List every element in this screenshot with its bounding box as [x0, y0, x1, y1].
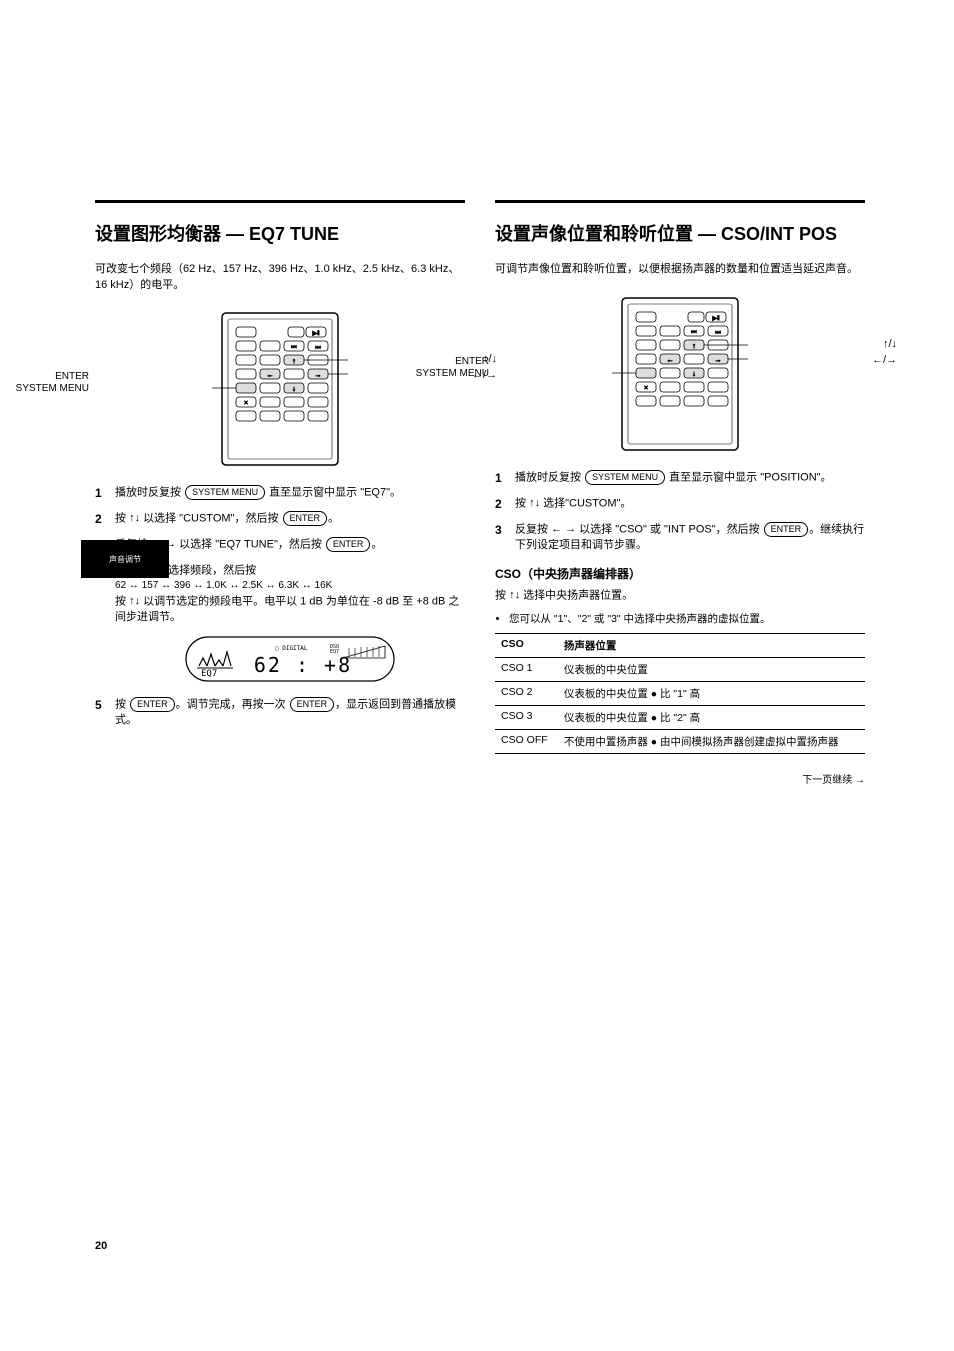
svg-text:↓: ↓: [692, 371, 696, 378]
cso-bullet: 您可以从 "1"、"2" 或 "3" 中选择中央扬声器的虚拟位置。: [509, 612, 865, 627]
svg-text:←: ←: [267, 372, 274, 379]
step-3: 反复按 ← → 以选择 "EQ7 TUNE"，然后按 ENTER。: [95, 537, 465, 553]
svg-text:×: ×: [644, 385, 648, 392]
svg-text:←: ←: [667, 357, 674, 364]
th-cso: CSO: [495, 633, 558, 657]
svg-text:→: →: [315, 372, 322, 379]
pill-enter: ENTER: [326, 537, 371, 552]
legend-updown: ↑/↓: [883, 338, 897, 351]
svg-text:↑: ↑: [292, 358, 296, 365]
legend-leftright: ←/→: [872, 354, 897, 367]
svg-text:⏮: ⏮: [691, 330, 697, 336]
pill-enter: ENTER: [130, 697, 175, 712]
svg-text:▶ǁ: ▶ǁ: [312, 331, 319, 337]
table-row: CSO 3仪表板的中央位置 ● 比 "2" 高: [495, 705, 865, 729]
pill-enter: ENTER: [764, 522, 809, 537]
page-number: 20: [95, 1240, 107, 1252]
svg-text:⏭: ⏭: [715, 330, 721, 336]
divider: [95, 200, 465, 203]
cso-desc: 按 ↑↓ 选择中央扬声器位置。: [495, 588, 865, 604]
step-2: 按 ↑↓ 以选择 "CUSTOM"，然后按 ENTER。: [95, 511, 465, 527]
table-row: CSO 2仪表板的中央位置 ● 比 "1" 高: [495, 681, 865, 705]
right-column: 设置声像位置和聆听位置 — CSO/INT POS 可调节声像位置和聆听位置，以…: [495, 200, 865, 796]
table-row: CSO OFF不使用中置扬声器 ● 由中间模拟扬声器创建虚拟中置扬声器: [495, 729, 865, 753]
left-title: 设置图形均衡器 — EQ7 TUNE: [95, 223, 465, 246]
svg-text:↓: ↓: [292, 386, 296, 393]
right-intro: 可调节声像位置和聆听位置，以便根据扬声器的数量和位置适当延迟声音。: [495, 262, 865, 277]
step-1: 播放时反复按 SYSTEM MENU 直至显示窗中显示 "POSITION"。: [495, 470, 865, 486]
svg-text:→: →: [715, 357, 722, 364]
cso-subhead: CSO（中央扬声器编排器）: [495, 565, 865, 582]
step-2: 按 ↑↓ 选择"CUSTOM"。: [495, 496, 865, 512]
svg-text:⏭: ⏭: [315, 345, 321, 351]
continued-note: 下一页继续 →: [495, 774, 865, 788]
svg-text:↑: ↑: [692, 343, 696, 350]
remote-diagram-right: ▶ǁ ⏮ ⏭ ↑ ← →: [495, 294, 865, 454]
legend-enter-sysmenu: ENTER SYSTEM MENU: [13, 371, 89, 395]
cso-bullets: 您可以从 "1"、"2" 或 "3" 中选择中央扬声器的虚拟位置。: [509, 612, 865, 627]
left-steps: 播放时反复按 SYSTEM MENU 直至显示窗中显示 "EQ7"。 按 ↑↓ …: [95, 485, 465, 728]
svg-text:▢ DIGITAL: ▢ DIGITAL: [275, 645, 308, 652]
svg-text:×: ×: [244, 400, 248, 407]
legend-enter-sysmenu: ENTER SYSTEM MENU: [413, 356, 489, 380]
table-row: CSO 1仪表板的中央位置: [495, 657, 865, 681]
right-title: 设置声像位置和聆听位置 — CSO/INT POS: [495, 223, 865, 246]
pill-system-menu: SYSTEM MENU: [585, 470, 665, 485]
lcd-main-text: 62 : +8: [254, 653, 352, 677]
th-position: 扬声器位置: [558, 633, 865, 657]
cso-table: CSO 扬声器位置 CSO 1仪表板的中央位置 CSO 2仪表板的中央位置 ● …: [495, 633, 865, 754]
svg-text:EQ7: EQ7: [201, 669, 217, 679]
step-1: 播放时反复按 SYSTEM MENU 直至显示窗中显示 "EQ7"。: [95, 485, 465, 501]
pill-enter: ENTER: [290, 697, 335, 712]
svg-text:⏮: ⏮: [291, 345, 297, 351]
remote-diagram-left: ▶ǁ ⏮ ⏭ ↑ ←: [95, 309, 465, 469]
right-steps: 播放时反复按 SYSTEM MENU 直至显示窗中显示 "POSITION"。 …: [495, 470, 865, 553]
svg-text:▶ǁ: ▶ǁ: [712, 316, 719, 322]
step-3: 反复按 ← → 以选择 "CSO" 或 "INT POS"，然后按 ENTER。…: [495, 522, 865, 553]
step-5: 按 ENTER。调节完成，再按一次 ENTER，显示返回到普通播放模式。: [95, 697, 465, 728]
lcd-display: EQ7 ▢ DIGITAL DSO EQ7: [185, 636, 395, 687]
pill-enter: ENTER: [283, 511, 328, 526]
step-4: 按 ← → 以选择频段，然后按 62 ↔ 157 ↔ 396 ↔ 1.0K ↔ …: [95, 563, 465, 687]
divider: [495, 200, 865, 203]
pill-system-menu: SYSTEM MENU: [185, 485, 265, 500]
left-column: 设置图形均衡器 — EQ7 TUNE 可改变七个频段（62 Hz、157 Hz、…: [95, 200, 465, 796]
left-intro: 可改变七个频段（62 Hz、157 Hz、396 Hz、1.0 kHz、2.5 …: [95, 262, 465, 293]
